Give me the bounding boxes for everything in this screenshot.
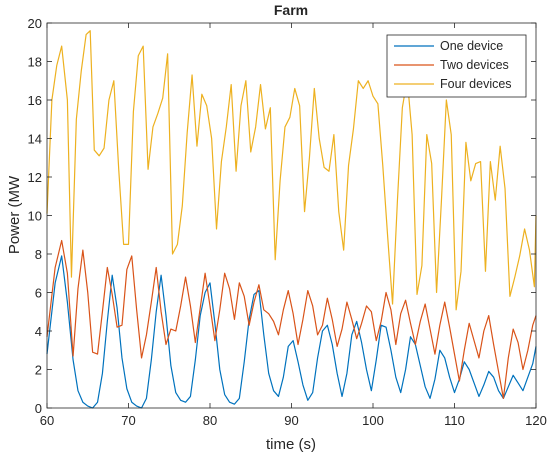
y-tick-label: 16	[28, 93, 42, 108]
y-tick-label: 2	[35, 363, 42, 378]
legend-label-four-devices: Four devices	[440, 77, 512, 91]
x-axis-label: time (s)	[266, 436, 316, 453]
y-tick-label: 10	[28, 209, 42, 224]
y-tick-label: 6	[35, 286, 42, 301]
x-tick-label: 60	[40, 413, 54, 428]
x-tick-label: 110	[444, 413, 465, 428]
y-axis-label: Power (MW	[6, 175, 23, 254]
y-tick-label: 18	[28, 55, 42, 70]
legend: One device Two devices Four devices	[386, 34, 527, 98]
y-tick-label: 0	[35, 401, 42, 416]
y-tick-label: 12	[28, 170, 42, 185]
y-axis: 0 2 4 6 8 10 12 14 16 18 20	[28, 16, 536, 416]
x-axis: 60 70 80 90 100 110 120	[40, 23, 547, 428]
legend-label-one-device: One device	[440, 39, 503, 53]
series-line-two-devices	[46, 239, 537, 399]
x-tick-label: 90	[284, 413, 298, 428]
series-line-one-device	[46, 255, 537, 409]
series-layer	[46, 30, 537, 409]
y-tick-label: 4	[35, 324, 42, 339]
y-tick-label: 14	[28, 132, 42, 147]
x-tick-label: 100	[362, 413, 384, 428]
legend-label-two-devices: Two devices	[440, 58, 509, 72]
x-tick-label: 70	[121, 413, 135, 428]
legend-box	[386, 34, 527, 98]
y-tick-label: 8	[35, 247, 42, 262]
series-line-four-devices	[46, 30, 537, 311]
x-tick-label: 120	[525, 413, 547, 428]
y-tick-label: 20	[28, 16, 42, 31]
chart-title: Farm	[274, 2, 308, 18]
x-tick-label: 80	[203, 413, 217, 428]
